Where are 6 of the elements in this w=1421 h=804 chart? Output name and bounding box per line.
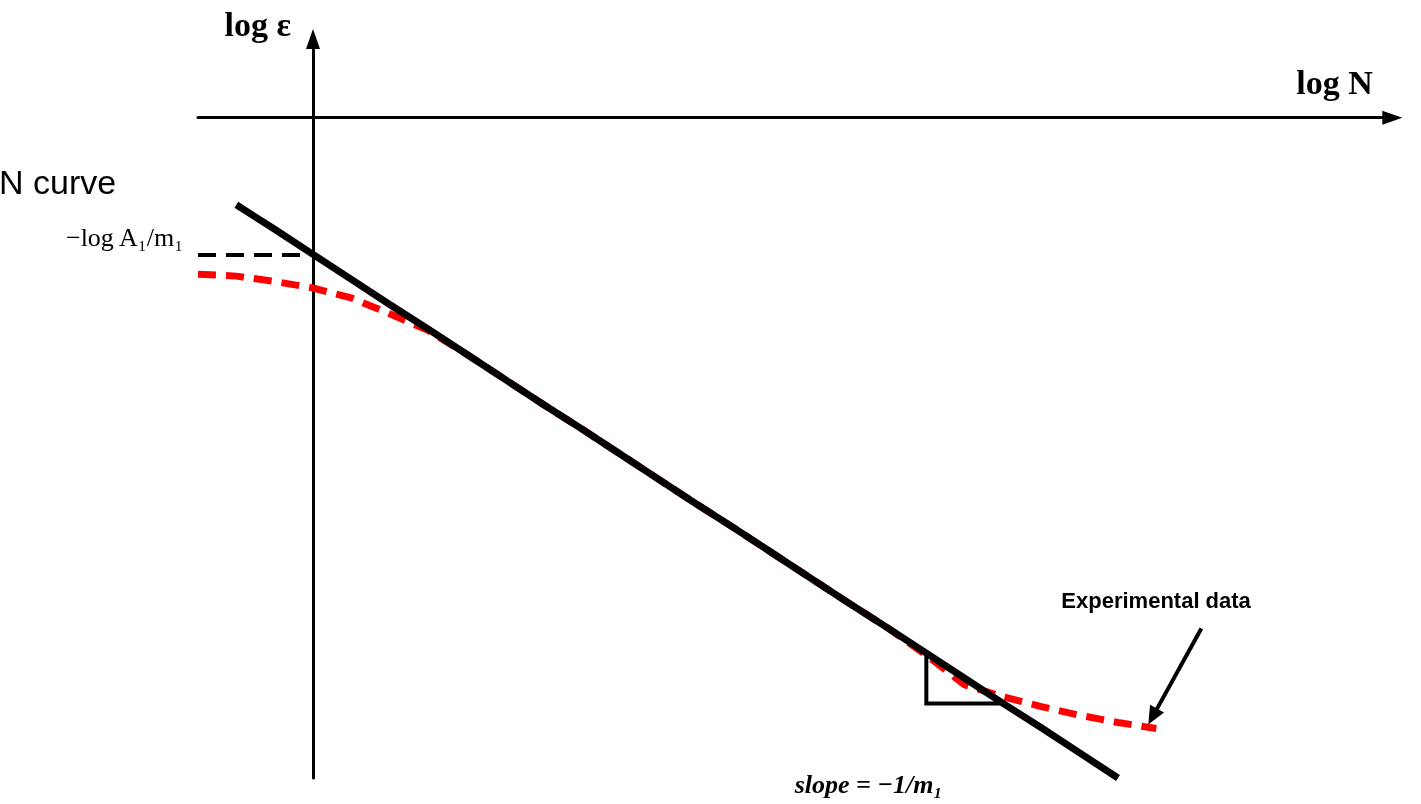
- annotation: slope = −1/m₁: [794, 770, 943, 800]
- x-axis-title: log N: [1296, 64, 1374, 102]
- text: N curve: [0, 163, 117, 201]
- y-axis-title: log ε: [224, 5, 291, 43]
- ref-line-label: −log A₁/m₁: [65, 222, 184, 252]
- annotation: Experimental data: [1061, 588, 1251, 615]
